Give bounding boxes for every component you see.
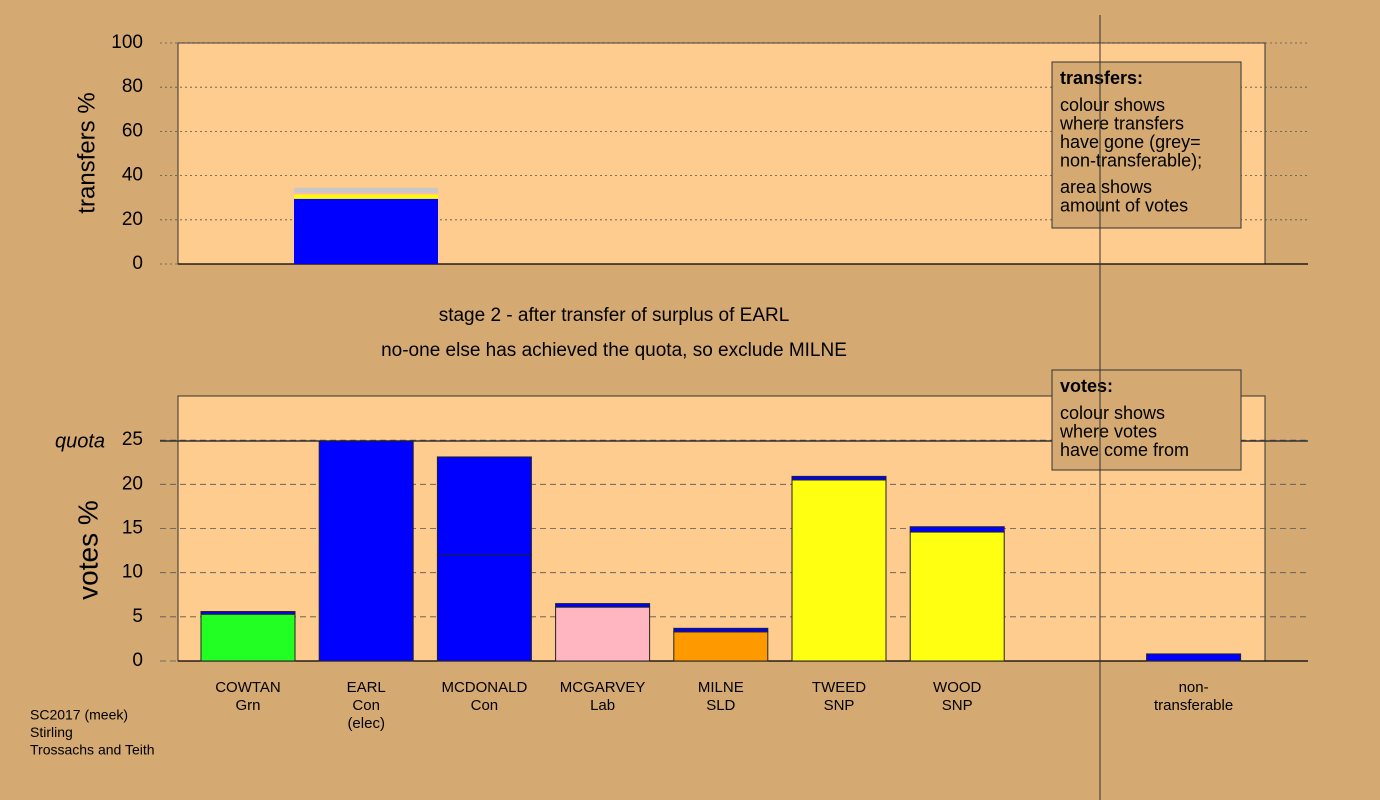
x-tick-label: COWTAN xyxy=(215,679,281,696)
bar-segment xyxy=(294,194,438,199)
y-tick-label: 0 xyxy=(132,650,143,671)
note-text: colour shows xyxy=(1060,95,1165,115)
y-tick-label: 100 xyxy=(111,32,143,53)
note-text: have gone (grey= xyxy=(1060,132,1201,152)
x-tick-label: Con xyxy=(352,697,380,714)
footer-text: Trossachs and Teith xyxy=(30,742,155,758)
x-tick-label: EARL xyxy=(347,679,386,696)
bar-segment xyxy=(909,526,1005,533)
y-tick-label: 20 xyxy=(122,473,143,494)
bar-segment xyxy=(909,531,1005,662)
note-text: area shows xyxy=(1060,177,1152,197)
note-text: where transfers xyxy=(1059,113,1184,133)
x-tick-label: Grn xyxy=(235,697,260,714)
footer-text: SC2017 (meek) xyxy=(30,707,128,723)
note-text: have come from xyxy=(1060,440,1189,460)
note-box xyxy=(1051,369,1242,471)
y-tick-label: 5 xyxy=(132,606,143,627)
x-tick-label: Lab xyxy=(590,697,615,714)
x-tick-label: MILNE xyxy=(698,679,744,696)
quota-label: quota xyxy=(55,430,105,452)
x-tick-label: WOOD xyxy=(933,679,981,696)
y-tick-label: 80 xyxy=(122,76,143,97)
x-tick-label: transferable xyxy=(1154,697,1233,714)
x-tick-label: Con xyxy=(471,697,499,714)
note-text: non-transferable); xyxy=(1060,150,1202,170)
x-tick-label: non- xyxy=(1179,679,1209,696)
bar-segment xyxy=(791,479,887,662)
bar-segment xyxy=(673,627,769,633)
bar-segment xyxy=(791,475,887,481)
bar-segment xyxy=(1146,653,1242,662)
bar-segment xyxy=(294,192,438,195)
x-tick-label: (elec) xyxy=(347,715,385,732)
note-text: where votes xyxy=(1059,421,1157,441)
note-box xyxy=(1051,61,1242,229)
x-tick-label: SNP xyxy=(942,697,973,714)
y-tick-label: 40 xyxy=(122,165,143,186)
x-tick-label: MCGARVEY xyxy=(560,679,646,696)
y-tick-label: 10 xyxy=(122,562,143,583)
y-axis-label: transfers % xyxy=(73,92,100,213)
stage-text: no-one else has achieved the quota, so e… xyxy=(381,340,847,361)
x-tick-label: SNP xyxy=(824,697,855,714)
y-tick-label: 15 xyxy=(122,518,143,539)
bar-segment xyxy=(673,631,769,662)
x-tick-label: SLD xyxy=(706,697,735,714)
footer-text: Stirling xyxy=(30,724,73,740)
y-tick-label: 0 xyxy=(132,253,143,274)
note-text: colour shows xyxy=(1060,403,1165,423)
bar-segment xyxy=(436,456,532,556)
note-title: votes: xyxy=(1060,376,1113,396)
y-tick-label: 25 xyxy=(122,429,143,450)
y-tick-label: 20 xyxy=(122,209,143,230)
y-tick-label: 60 xyxy=(122,120,143,141)
stage-text: stage 2 - after transfer of surplus of E… xyxy=(439,305,790,326)
bar-segment xyxy=(294,198,438,264)
bar-segment xyxy=(555,606,651,662)
bar-segment xyxy=(436,554,532,662)
bar-segment xyxy=(555,603,651,608)
bar-segment xyxy=(200,611,296,615)
x-tick-label: MCDONALD xyxy=(441,679,527,696)
y-axis-label: votes % xyxy=(72,500,103,600)
bar-segment xyxy=(200,613,296,662)
x-tick-label: TWEED xyxy=(812,679,866,696)
bar-segment xyxy=(318,440,414,662)
note-title: transfers: xyxy=(1060,68,1143,88)
bar-segment xyxy=(294,187,438,193)
note-text: amount of votes xyxy=(1060,195,1188,215)
